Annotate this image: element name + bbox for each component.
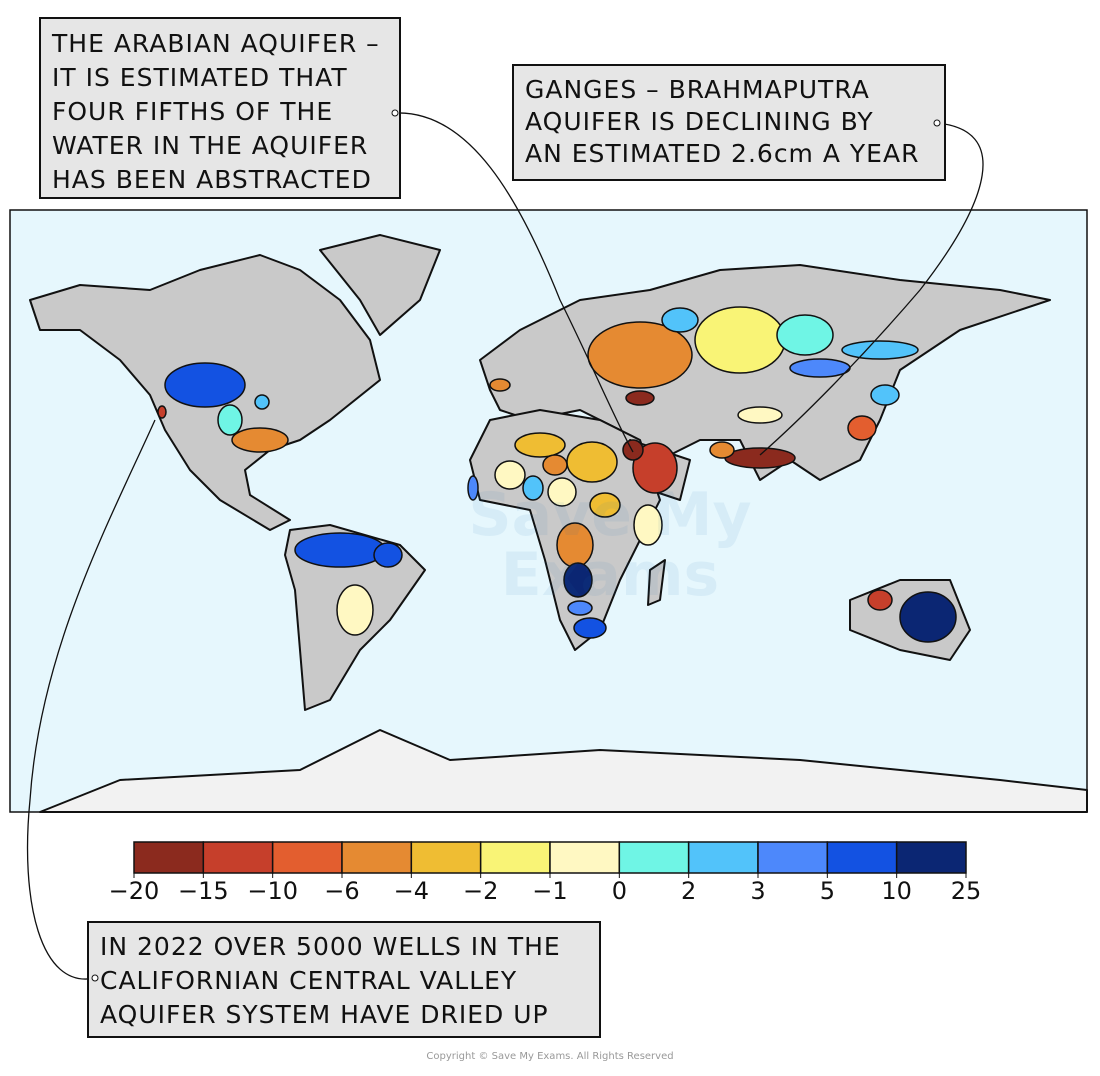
aquifer <box>567 600 593 616</box>
callout-text: IT IS ESTIMATED THAT <box>52 63 348 92</box>
callout-text: AQUIFER SYSTEM HAVE DRIED UP <box>100 1000 549 1029</box>
legend-swatch <box>687 841 759 874</box>
callout-text: FOUR FIFTHS OF THE <box>52 97 333 126</box>
aquifer <box>231 427 289 453</box>
callout-box <box>39 17 401 199</box>
leader-line <box>394 112 634 453</box>
aquifer <box>566 441 618 483</box>
legend-swatch <box>479 841 551 874</box>
aquifer <box>336 584 374 636</box>
callout-text: GANGES – BRAHMAPUTRA <box>525 75 870 104</box>
aquifer <box>489 378 511 392</box>
aquifers <box>157 306 957 643</box>
leader-dot <box>933 119 941 127</box>
legend-swatch <box>618 841 690 874</box>
legend-swatch <box>133 841 205 874</box>
aquifer <box>467 475 479 501</box>
aquifer <box>157 405 167 419</box>
aquifer <box>217 404 243 436</box>
callout-text: CALIFORNIAN CENTRAL VALLEY <box>100 966 517 995</box>
copyright: Copyright © Save My Exams. All Rights Re… <box>426 1051 673 1062</box>
aquifer <box>294 532 386 568</box>
aquifer <box>870 384 900 406</box>
aquifer <box>737 406 783 424</box>
legend-tick-label: 0 <box>612 877 627 905</box>
legend-tick-label: 5 <box>820 877 835 905</box>
leader-line <box>759 122 984 456</box>
aquifer <box>841 340 919 360</box>
aquifer <box>899 591 957 643</box>
aquifer <box>542 454 568 476</box>
legend-swatch <box>202 841 274 874</box>
watermark-text: Save My <box>468 480 751 550</box>
legend-tick-label: −15 <box>178 877 229 905</box>
legend-tick-label: −4 <box>394 877 429 905</box>
aquifer <box>867 589 893 611</box>
aquifer <box>547 477 577 507</box>
callout-text: IN 2022 OVER 5000 WELLS IN THE <box>100 932 561 961</box>
aquifer <box>847 415 877 441</box>
aquifer <box>563 562 593 598</box>
aquifer <box>724 447 796 469</box>
legend-tick-label: −2 <box>463 877 498 905</box>
aquifer <box>522 475 544 501</box>
legend-tick-label: −1 <box>532 877 567 905</box>
aquifer <box>632 442 678 494</box>
leader-line <box>26 419 156 980</box>
leader-dot <box>391 109 399 117</box>
callout-box <box>512 64 946 181</box>
aquifer <box>589 492 621 518</box>
aquifer <box>164 362 246 408</box>
watermark-text: Exams <box>501 540 719 610</box>
aquifer <box>661 307 699 333</box>
aquifer <box>573 617 607 639</box>
callout-box <box>87 921 601 1038</box>
legend-swatch <box>826 841 898 874</box>
aquifer <box>776 314 834 356</box>
aquifer <box>625 390 655 406</box>
legend-tick-label: 2 <box>681 877 696 905</box>
aquifer <box>587 321 693 389</box>
legend-tick-label: −6 <box>324 877 359 905</box>
aquifer <box>514 432 566 458</box>
legend: −20 −15 −10 −6 −4 −2 −1 0 2 3 5 10 25 <box>109 841 982 905</box>
legend-swatch <box>410 841 482 874</box>
aquifer <box>789 358 851 378</box>
aquifer <box>633 504 663 546</box>
legend-tick-label: 10 <box>881 877 912 905</box>
aquifer <box>494 460 526 490</box>
legend-tick-label: −10 <box>247 877 298 905</box>
callout-text: HAS BEEN ABSTRACTED <box>52 165 372 194</box>
legend-swatch <box>895 841 967 874</box>
legend-swatch <box>757 841 829 874</box>
aquifer <box>622 439 644 461</box>
legend-tick-label: 3 <box>750 877 765 905</box>
aquifer <box>694 306 786 374</box>
callout-text: AN ESTIMATED 2.6cm A YEAR <box>525 139 919 168</box>
legend-swatch <box>341 841 413 874</box>
aquifer <box>254 394 270 410</box>
callout-text: WATER IN THE AQUIFER <box>52 131 368 160</box>
legend-tick-label: −20 <box>109 877 160 905</box>
legend-swatch <box>271 841 343 874</box>
legend-tick-label: 25 <box>951 877 982 905</box>
aquifer <box>373 542 403 568</box>
callout-text: AQUIFER IS DECLINING BY <box>525 107 874 136</box>
callout-text: THE ARABIAN AQUIFER – <box>51 29 380 58</box>
leader-dot <box>91 974 99 982</box>
aquifer <box>709 441 735 459</box>
legend-swatch <box>549 841 621 874</box>
